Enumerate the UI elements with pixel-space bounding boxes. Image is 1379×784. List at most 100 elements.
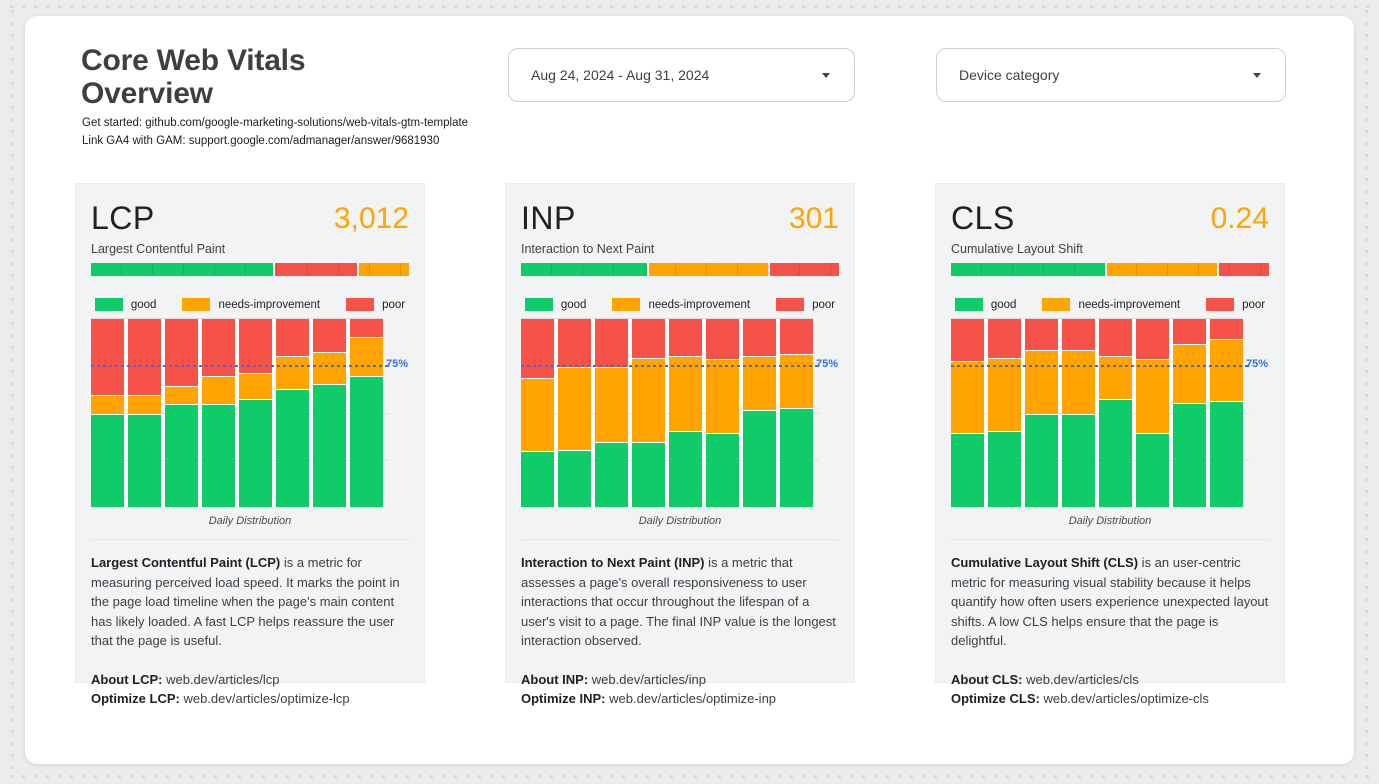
day-bar[interactable] (706, 319, 739, 507)
bar-segment-needs-improvement (350, 337, 383, 378)
poor-swatch (1206, 298, 1235, 311)
metric-cards-row: LCP 3,012 Largest Contentful Paint good … (75, 183, 1285, 706)
bar-segment-poor (239, 319, 272, 374)
day-bar[interactable] (558, 319, 591, 507)
date-range-filter[interactable]: Aug 24, 2024 - Aug 31, 2024 (508, 48, 855, 102)
bar-segment-good (669, 431, 702, 507)
threshold-75-line (951, 365, 1251, 367)
device-category-filter[interactable]: Device category (936, 48, 1286, 102)
distribution-gauge (91, 263, 409, 276)
day-bar[interactable] (128, 319, 161, 507)
metric-description: Interaction to Next Paint (INP) is a met… (521, 555, 836, 648)
day-bar[interactable] (239, 319, 272, 507)
optimize-link: Optimize CLS: web.dev/articles/optimize-… (951, 691, 1209, 706)
day-bar[interactable] (1025, 319, 1058, 507)
canvas-frame-dots-right (1365, 10, 1368, 774)
bar-segment-needs-improvement (1136, 360, 1169, 434)
bar-segment-needs-improvement (1025, 350, 1058, 415)
chart-caption: Daily Distribution (208, 515, 292, 527)
threshold-75-line (521, 365, 821, 367)
device-category-label: Device category (959, 67, 1060, 83)
metric-header: LCP 3,012 (91, 200, 409, 236)
daily-distribution-chart[interactable]: 75% (91, 318, 409, 508)
day-bar[interactable] (276, 319, 309, 507)
gauge-segment-needs_improvement (358, 263, 409, 276)
gauge-segment-good (521, 263, 647, 276)
needs-improvement-swatch (1042, 298, 1071, 311)
day-bar[interactable] (595, 319, 628, 507)
threshold-75-label: 75% (1246, 357, 1269, 370)
day-bar[interactable] (165, 319, 198, 507)
metric-description: Cumulative Layout Shift (CLS) is an user… (951, 555, 1269, 648)
bar-segment-needs-improvement (706, 360, 739, 434)
day-bar[interactable] (91, 319, 124, 507)
bar-segment-good (988, 431, 1021, 507)
cls-card: CLS 0.24 Cumulative Layout Shift good ne… (935, 183, 1285, 706)
metric-header: INP 301 (521, 200, 839, 236)
day-bar[interactable] (313, 319, 346, 507)
bar-segment-poor (165, 319, 198, 387)
day-bar[interactable] (669, 319, 702, 507)
bar-segment-poor (743, 319, 776, 357)
day-bar[interactable] (988, 319, 1021, 507)
bar-segment-poor (595, 319, 628, 368)
bar-segment-poor (706, 319, 739, 361)
distribution-gauge (521, 263, 839, 276)
legend-item-good: good (94, 298, 156, 311)
chevron-down-icon (1253, 72, 1261, 78)
metric-subtitle: Cumulative Layout Shift (951, 242, 1084, 256)
bar-segment-needs-improvement (202, 377, 235, 406)
day-bar[interactable] (202, 319, 235, 507)
optimize-link: Optimize LCP: web.dev/articles/optimize-… (91, 691, 350, 706)
day-bar[interactable] (743, 319, 776, 507)
daily-distribution-chart[interactable]: 75% (951, 318, 1269, 508)
needs-improvement-swatch (612, 298, 641, 311)
bar-segment-poor (91, 319, 124, 397)
bar-segment-poor (1173, 319, 1206, 346)
bar-segment-poor (313, 319, 346, 353)
day-bar[interactable] (1173, 319, 1206, 507)
gauge-segment-needs_improvement (1106, 263, 1217, 276)
day-bar[interactable] (780, 319, 813, 507)
optimize-link: Optimize INP: web.dev/articles/optimize-… (521, 691, 777, 706)
good-swatch (954, 298, 983, 311)
daily-distribution-chart[interactable]: 75% (521, 318, 839, 508)
bar-segment-good (632, 443, 665, 507)
good-swatch (524, 298, 553, 311)
bar-segment-good (276, 390, 309, 507)
chart-right-margin: 75% (813, 318, 839, 508)
bar-segment-good (313, 384, 346, 507)
metric-links: About CLS: web.dev/articles/cls Optimize… (951, 670, 1269, 709)
bar-segment-good (1136, 433, 1169, 507)
bar-segment-needs-improvement (632, 358, 665, 444)
needs-improvement-swatch (182, 298, 211, 311)
bar-segment-poor (276, 319, 309, 357)
bar-segment-poor (1099, 319, 1132, 357)
day-bar[interactable] (1136, 319, 1169, 507)
bar-segment-needs-improvement (669, 356, 702, 432)
threshold-75-line (91, 365, 391, 367)
bar-segment-poor (521, 319, 554, 380)
bar-segment-good (706, 433, 739, 507)
stacked-bars (91, 319, 383, 507)
bar-segment-good (1173, 403, 1206, 507)
link-ga4-gam: Link GA4 with GAM: support.google.com/ad… (82, 134, 440, 147)
day-bar[interactable] (1210, 319, 1243, 507)
bar-segment-poor (780, 319, 813, 355)
day-bar[interactable] (350, 319, 383, 507)
day-bar[interactable] (1062, 319, 1095, 507)
day-bar[interactable] (521, 319, 554, 507)
day-bar[interactable] (951, 319, 984, 507)
bar-segment-needs-improvement (91, 396, 124, 415)
day-bar[interactable] (632, 319, 665, 507)
about-link: About LCP: web.dev/articles/lcp (91, 671, 280, 687)
metric-links: About INP: web.dev/articles/inp Optimize… (521, 670, 839, 709)
get-started-link: Get started: github.com/google-marketing… (82, 117, 469, 129)
bar-segment-poor (128, 319, 161, 397)
bar-segment-good (239, 399, 272, 507)
bar-segment-good (350, 377, 383, 507)
legend-item-poor: poor (776, 298, 835, 311)
day-bar[interactable] (1099, 319, 1132, 507)
poor-swatch (776, 298, 805, 311)
bar-segment-poor (1210, 319, 1243, 340)
